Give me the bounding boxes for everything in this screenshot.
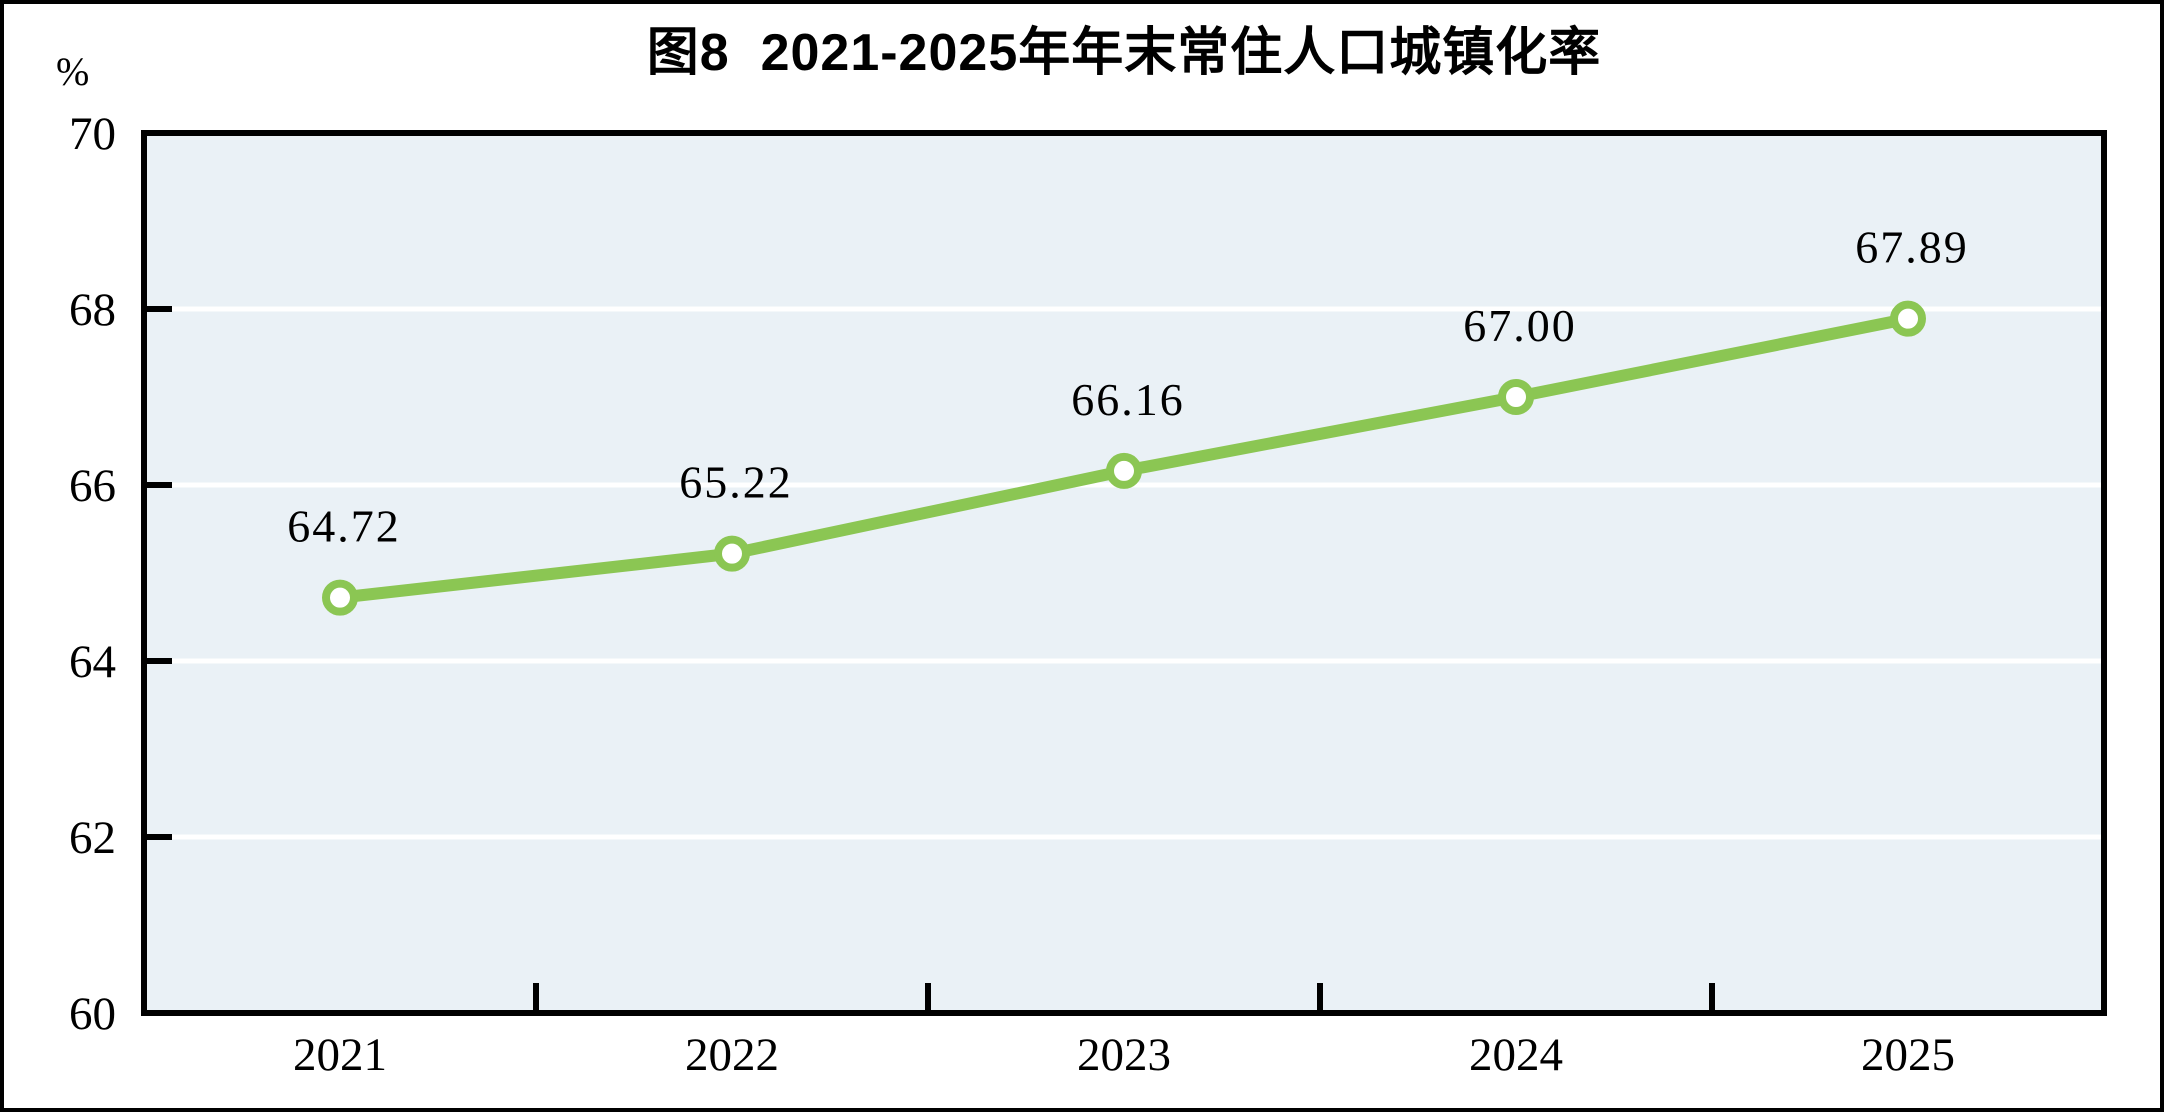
data-point-marker-2022 [714,535,750,572]
data-point-label-2023: 66.16 [1071,374,1185,425]
data-point-marker-2023 [1106,452,1142,489]
chart-title: 图8 2021-2025年年末常住人口城镇化率 [646,24,1602,82]
y-tick-label-66: 66 [69,460,116,512]
data-point-marker-2021 [322,579,358,616]
y-tick-label-70: 70 [69,108,116,160]
data-point-label-2024: 67.00 [1463,300,1577,351]
y-axis-unit-label: % [56,49,90,94]
x-tick-label-2025: 2025 [1861,1029,1955,1081]
data-point-label-2025: 67.89 [1855,222,1969,273]
y-tick-label-60: 60 [69,988,116,1040]
x-tick-label-2022: 2022 [685,1029,779,1081]
data-point-label-2021: 64.72 [287,501,401,552]
data-point-label-2022: 65.22 [679,457,793,508]
x-tick-label-2024: 2024 [1469,1029,1563,1081]
y-tick-label-64: 64 [69,636,116,688]
data-point-marker-2025 [1890,300,1926,337]
y-tick-label-62: 62 [69,812,116,864]
y-tick-label-68: 68 [69,284,116,336]
data-point-marker-2024 [1498,379,1534,415]
plot-area [141,130,2107,1016]
x-tick-label-2023: 2023 [1077,1029,1171,1081]
chart-canvas: 60 62 64 66 68 70 2021 2022 2023 2024 2025 64.72 65.… [69,108,2107,1081]
x-tick-label-2021: 2021 [293,1029,387,1081]
